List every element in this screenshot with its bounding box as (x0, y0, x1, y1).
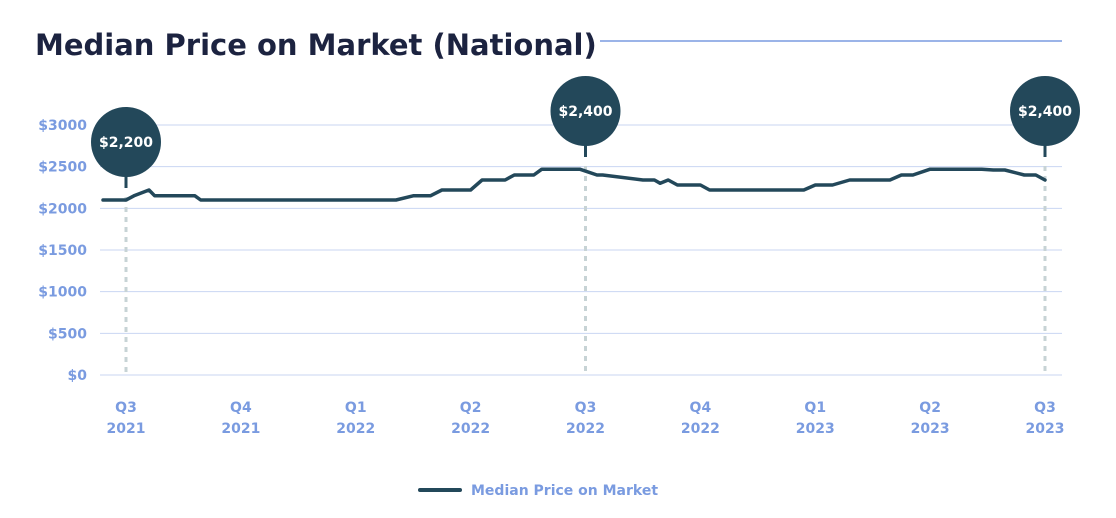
x-axis: Q3 2021 Q4 2021 Q1 2022 Q2 2022 Q3 2022 Q4 2022 Q1 20… (107, 400, 1065, 437)
x-tick-year: 2022 (566, 421, 605, 437)
x-tick-year: 2021 (221, 421, 260, 437)
annotation-bubble (91, 107, 161, 177)
legend: Median Price on Market (418, 483, 658, 499)
x-tick-quarter: Q4 (690, 400, 712, 416)
x-tick-year: 2022 (681, 421, 720, 437)
y-tick-label: $2000 (38, 201, 87, 217)
x-tick-year: 2023 (796, 421, 835, 437)
x-tick-year: 2022 (336, 421, 375, 437)
x-tick-quarter: Q3 (115, 400, 137, 416)
legend-label: Median Price on Market (471, 483, 658, 499)
x-tick-year: 2022 (451, 421, 490, 437)
series-layer (101, 167, 1047, 202)
chart-title: Median Price on Market (National) (35, 28, 597, 62)
x-tick-quarter: Q3 (575, 400, 597, 416)
x-tick-year: 2023 (1026, 421, 1065, 437)
annotation-label: $2,400 (1018, 104, 1072, 120)
annotation-lines (124, 166, 1047, 375)
x-tick-quarter: Q2 (919, 400, 941, 416)
annotation-label: $2,400 (558, 104, 612, 120)
x-tick-quarter: Q1 (345, 400, 367, 416)
x-tick-quarter: Q3 (1034, 400, 1056, 416)
annotation-bubble (550, 76, 621, 146)
x-tick-quarter: Q4 (230, 400, 252, 416)
y-tick-label: $2500 (38, 160, 87, 176)
y-tick-label: $0 (68, 368, 88, 384)
y-tick-label: $500 (48, 326, 87, 342)
annotation-bubble (1010, 76, 1080, 146)
y-tick-label: $3000 (38, 118, 87, 134)
x-tick-year: 2023 (911, 421, 950, 437)
y-tick-label: $1500 (38, 243, 87, 259)
annotation-label: $2,200 (99, 135, 153, 151)
annotation-bubbles: $2,200 $2,400 $2,400 (91, 76, 1080, 188)
grid-layer (100, 124, 1062, 376)
x-tick-quarter: Q2 (460, 400, 482, 416)
y-axis: $0 $500 $1000 $1500 $2000 $2500 $3000 (38, 118, 87, 384)
y-tick-label: $1000 (38, 285, 87, 301)
x-tick-quarter: Q1 (804, 400, 826, 416)
x-tick-year: 2021 (107, 421, 146, 437)
series-line (101, 167, 1047, 202)
